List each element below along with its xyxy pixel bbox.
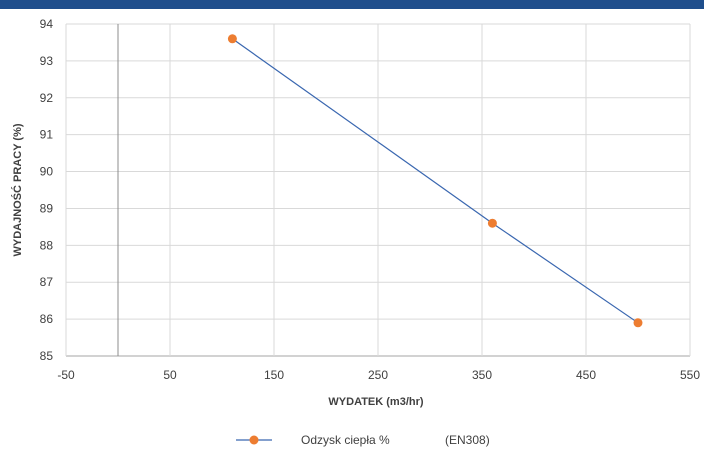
y-tick-labels: 85 86 87 88 89 90 91 92 93 94 — [40, 17, 54, 363]
y-tick-label: 88 — [40, 238, 54, 252]
chart-grid — [65, 23, 691, 357]
y-tick-label: 89 — [40, 201, 54, 215]
x-axis-title: WYDATEK (m3/hr) — [328, 396, 423, 408]
x-tick-labels: -50 50 150 250 350 450 550 — [57, 368, 700, 382]
y-tick-label: 91 — [40, 128, 54, 142]
legend-series-note: (EN308) — [445, 433, 490, 447]
y-axis-title: WYDAJNOŚĆ PRACY (%) — [11, 123, 24, 256]
legend-marker-swatch — [249, 435, 259, 445]
data-point — [633, 318, 643, 328]
x-tick-label: 450 — [576, 368, 596, 382]
x-tick-label: 550 — [680, 368, 700, 382]
data-point — [227, 34, 237, 44]
y-tick-label: 92 — [40, 91, 54, 105]
y-tick-label: 86 — [40, 312, 54, 326]
x-tick-label: 350 — [472, 368, 492, 382]
y-tick-label: 87 — [40, 275, 54, 289]
y-tick-label: 90 — [40, 165, 54, 179]
top-banner-bar — [0, 0, 704, 9]
data-point — [487, 218, 497, 228]
x-tick-label: 250 — [368, 368, 388, 382]
legend-series-label: Odzysk ciepła % — [301, 433, 390, 447]
series-line — [232, 38, 639, 324]
x-tick-label: 150 — [264, 368, 284, 382]
y-tick-label: 94 — [40, 17, 54, 31]
legend: Odzysk ciepła % (EN308) — [236, 433, 490, 447]
series-group — [227, 34, 643, 328]
y-tick-label: 85 — [40, 349, 54, 363]
x-tick-label: 50 — [163, 368, 177, 382]
x-tick-label: -50 — [57, 368, 75, 382]
y-tick-label: 93 — [40, 54, 54, 68]
